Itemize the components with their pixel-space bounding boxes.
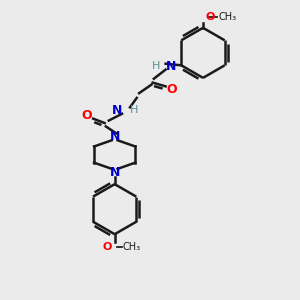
Text: O: O [103, 242, 112, 252]
Text: H: H [130, 105, 138, 115]
Text: O: O [167, 83, 177, 96]
Text: CH₃: CH₃ [218, 12, 236, 22]
Text: N: N [110, 166, 120, 179]
Text: CH₃: CH₃ [123, 242, 141, 252]
Text: O: O [81, 109, 92, 122]
Text: N: N [112, 104, 122, 117]
Text: O: O [206, 12, 215, 22]
Text: N: N [166, 60, 176, 73]
Text: N: N [110, 130, 120, 143]
Text: H: H [152, 61, 160, 71]
